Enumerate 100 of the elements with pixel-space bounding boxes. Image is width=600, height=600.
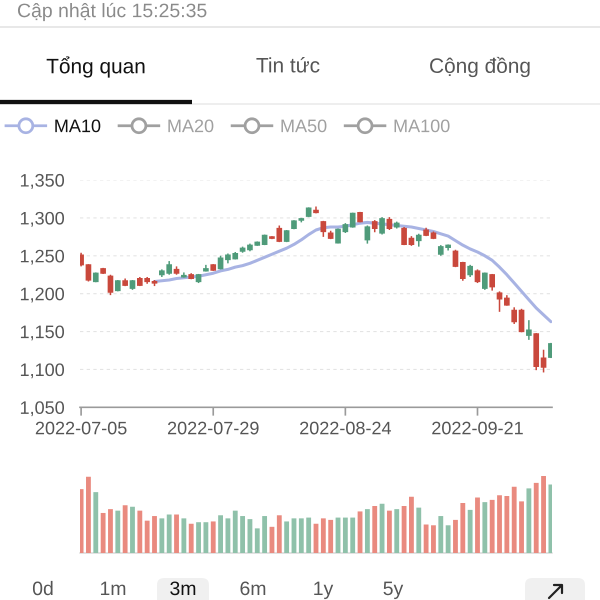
- bar: [159, 518, 164, 553]
- bar: [298, 518, 304, 553]
- bar: [137, 510, 142, 553]
- text: Cộng đồng: [430, 56, 530, 78]
- y-tick-label: 1,350: [20, 174, 64, 189]
- y-tick-label: 1,250: [20, 250, 64, 265]
- bar: [482, 502, 488, 553]
- bar: [336, 518, 340, 553]
- candlestick: [482, 272, 488, 291]
- candlestick: [108, 274, 114, 296]
- bar: [100, 512, 106, 553]
- bar: [166, 514, 172, 553]
- bar: [292, 518, 296, 553]
- bar: [320, 518, 326, 553]
- legend-label: MA10: [55, 119, 100, 132]
- bar: [115, 510, 120, 553]
- bar: [431, 525, 436, 553]
- bar: [490, 500, 495, 553]
- text: 5y: [384, 582, 404, 600]
- text: Tổng quan: [46, 56, 144, 78]
- candlestick: [379, 216, 385, 236]
- candlestick: [526, 319, 532, 341]
- bar: [364, 509, 370, 553]
- candlestick: [467, 264, 473, 278]
- text: 1m: [100, 582, 126, 596]
- bar: [122, 505, 128, 553]
- bar: [534, 482, 539, 553]
- candlestick: [416, 233, 422, 248]
- bar: [254, 528, 260, 553]
- bar: [240, 516, 246, 553]
- bar: [394, 509, 400, 553]
- legend-label: MA50: [281, 119, 326, 132]
- bar: [188, 524, 194, 553]
- bar: [218, 515, 223, 553]
- y-tick-label: 1,300: [20, 212, 64, 227]
- bar: [144, 520, 150, 553]
- bar: [328, 520, 334, 553]
- bar: [248, 519, 252, 553]
- bar: [93, 492, 98, 553]
- bar: [284, 521, 290, 553]
- legend-label: MA20: [168, 119, 214, 132]
- bar: [358, 511, 362, 553]
- candlestick: [320, 220, 326, 238]
- candlestick: [372, 219, 378, 234]
- bar: [402, 506, 407, 553]
- bar: [438, 516, 444, 553]
- bar: [541, 476, 546, 553]
- bar: [152, 516, 157, 553]
- candlestick: [489, 273, 496, 292]
- bar: [548, 484, 552, 553]
- candlestick: [284, 229, 290, 243]
- bar: [380, 504, 384, 553]
- text: 0d: [32, 580, 53, 596]
- candlestick: [166, 260, 172, 276]
- candlestick: [130, 279, 136, 291]
- bar: [350, 518, 356, 553]
- x-tick-label: 2022-07-05: [36, 422, 127, 434]
- x-tick-label: 2022-09-21: [432, 422, 523, 434]
- candlestick: [438, 244, 444, 257]
- bar: [306, 518, 312, 553]
- bar: [497, 495, 502, 553]
- bar: [342, 518, 348, 553]
- bar: [526, 488, 532, 553]
- candlestick: [364, 224, 370, 244]
- bar: [512, 486, 517, 553]
- legend-label: MA100: [394, 119, 450, 132]
- bar: [174, 514, 179, 553]
- y-tick-label: 1,150: [20, 325, 64, 340]
- bar: [409, 496, 414, 553]
- x-tick-label: 2022-07-29: [168, 422, 259, 434]
- bar: [86, 476, 91, 553]
- bar: [232, 510, 238, 553]
- bar: [108, 509, 113, 553]
- text: Cập nhật lúc 15:25:35: [18, 2, 206, 22]
- text: 6m: [240, 581, 266, 596]
- candlestick: [386, 216, 392, 231]
- bar: [386, 510, 392, 553]
- bar: [446, 525, 451, 553]
- text: 3m: [170, 581, 196, 596]
- text: Tin tức: [256, 57, 320, 73]
- bar: [276, 515, 282, 553]
- bar: [460, 502, 466, 553]
- y-tick-label: 1,100: [20, 363, 64, 378]
- bar: [203, 522, 208, 553]
- bar: [270, 526, 274, 553]
- bar: [314, 524, 318, 553]
- bar: [475, 498, 480, 553]
- candlestick: [474, 268, 480, 284]
- bar: [519, 501, 524, 553]
- bar: [424, 524, 429, 553]
- bar: [453, 520, 458, 553]
- candlestick: [114, 279, 121, 292]
- bar: [504, 496, 510, 553]
- bar: [372, 506, 378, 553]
- y-tick-label: 1,050: [20, 401, 64, 416]
- y-tick-label: 1,200: [20, 288, 64, 303]
- bar: [130, 506, 135, 553]
- bar: [416, 508, 422, 553]
- text: 1y: [314, 582, 334, 600]
- bar: [181, 518, 186, 553]
